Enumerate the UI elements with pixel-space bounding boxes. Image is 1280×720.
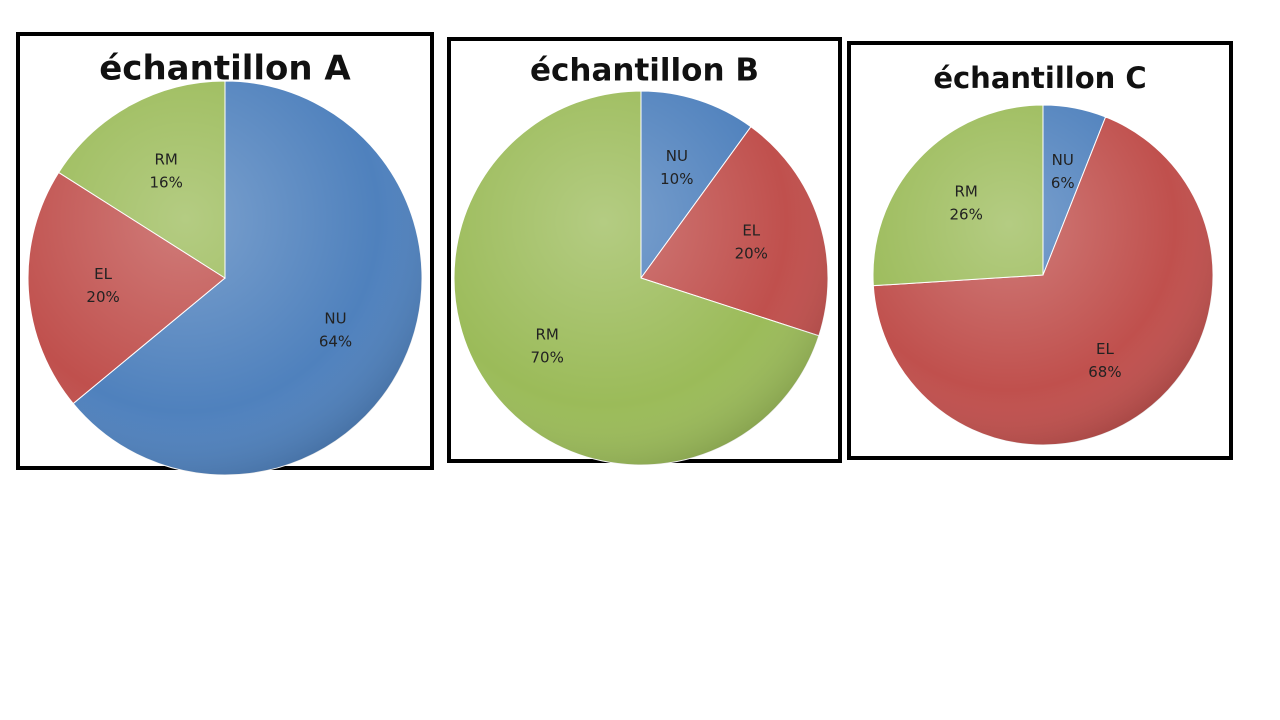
slice-value-label: 20% [86,288,119,306]
pie-chart: échantillon C NU 6% EL 68% RM 26% [847,41,1233,460]
slice-value-label: 68% [1088,363,1121,381]
slice-value-label: 64% [319,333,352,351]
slice-category: RM [954,182,977,200]
chart-title: échantillon A [99,49,351,89]
chart-title: échantillon B [530,53,759,89]
slice-category: EL [1096,340,1114,358]
slice-category: NU [1052,151,1074,169]
chart-title: échantillon C [933,61,1146,95]
slice-value-label: 10% [660,170,693,188]
pie-chart: échantillon A NU 64% EL 20% RM 16% [16,32,434,476]
slice-category: NU [666,147,688,165]
slice-category: NU [324,310,346,328]
slice-value-label: 16% [149,173,182,191]
slice-category: EL [94,265,112,283]
slice-category: RM [154,150,177,168]
slice-value-label: 26% [949,205,982,223]
chart-frame [847,41,1233,460]
slice-value-label: 20% [735,245,768,263]
slice-category: RM [536,326,559,344]
slice-category: EL [742,222,760,240]
pie-chart: échantillon B NU 10% EL 20% RM 70% [447,37,842,466]
slice-value-label: 6% [1051,174,1075,192]
slice-value-label: 70% [531,349,564,367]
